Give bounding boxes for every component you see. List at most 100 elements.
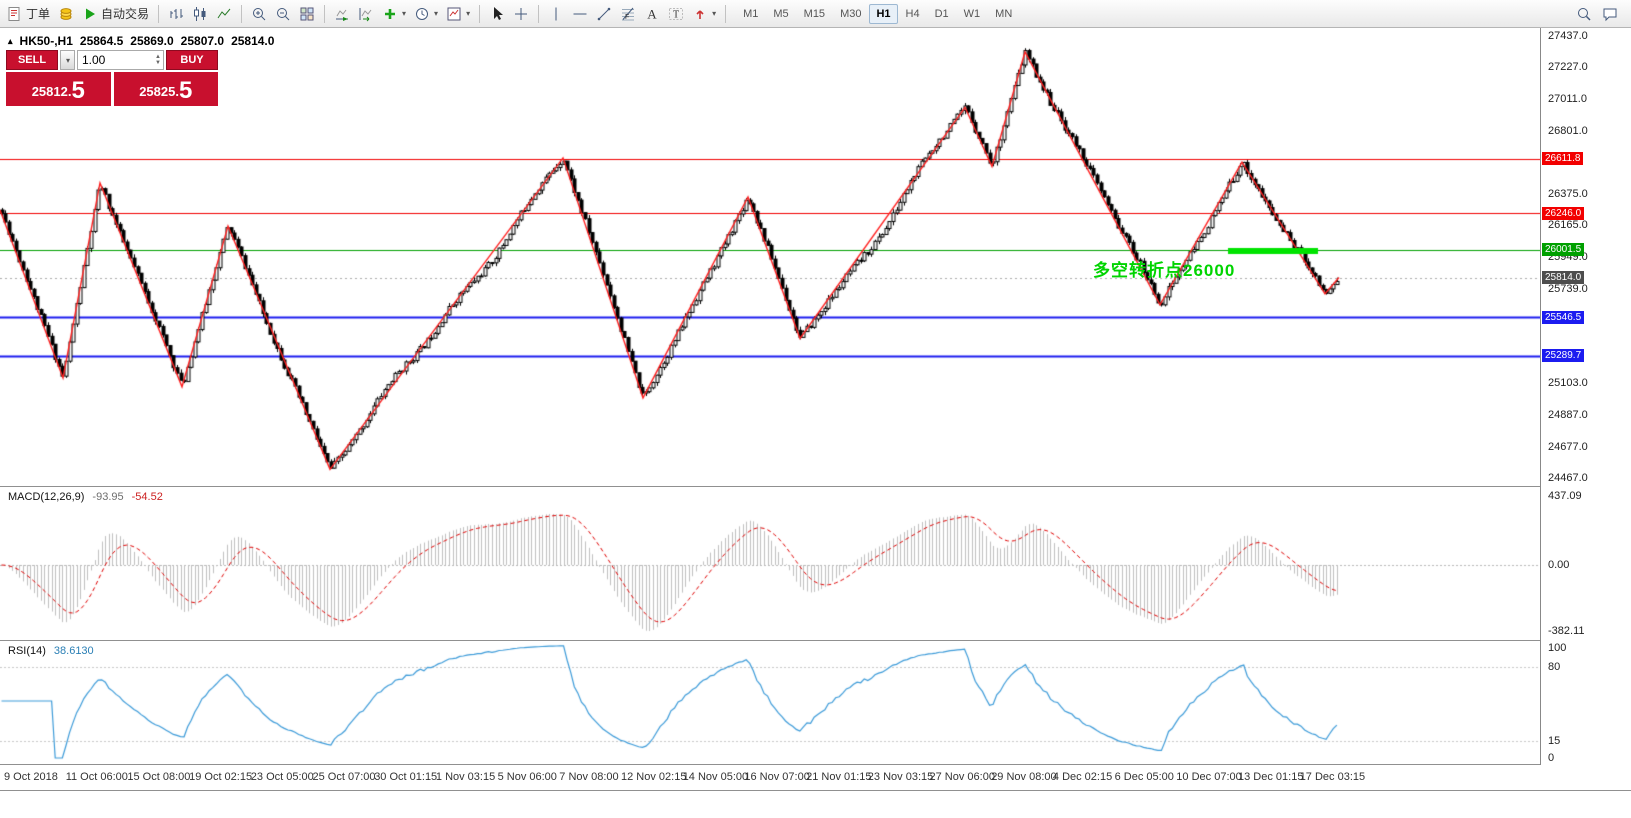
rsi-axis-label: 15 (1548, 734, 1561, 747)
chat-button[interactable] (1599, 3, 1621, 25)
buy-button[interactable]: BUY (166, 50, 218, 70)
zoom-out-button[interactable] (272, 3, 294, 25)
sell-price-value: 25812. (31, 84, 72, 99)
buy-price-button[interactable]: 25825. 5 (113, 72, 218, 106)
fibonacci-icon: F (622, 7, 635, 21)
panel-separator (0, 764, 1631, 765)
search-icon (1578, 7, 1591, 21)
rsi-indicator-canvas[interactable] (0, 641, 1540, 764)
time-axis-label: 15 Oct 08:00 (127, 771, 191, 783)
price-chart-canvas[interactable] (0, 28, 1540, 486)
rsi-label: RSI(14) 38.6130 (8, 645, 94, 657)
sell-price-button[interactable]: 25812. 5 (6, 72, 111, 106)
candlestick-chart-button[interactable] (189, 3, 211, 25)
volume-stepper[interactable]: ▲ ▼ (155, 54, 161, 66)
chart-window: ▴ HK50-,H1 25864.5 25869.0 25807.0 25814… (0, 28, 1631, 818)
time-axis-label: 5 Nov 06:00 (497, 771, 557, 783)
price-level-box: 26611.8 (1542, 152, 1584, 166)
timeframe-h1[interactable]: H1 (869, 3, 898, 24)
main-toolbar: 丁单 自动交易 (0, 0, 1631, 28)
line-chart-button[interactable] (213, 3, 235, 25)
macd-indicator-canvas[interactable] (0, 487, 1540, 640)
chevron-down-icon[interactable]: ▾ (402, 9, 407, 18)
macd-name: MACD(12,26,9) (8, 491, 85, 503)
price-level-box: 25814.0 (1542, 271, 1585, 285)
add-indicator-icon (385, 8, 396, 19)
stepper-down-icon[interactable]: ▼ (155, 60, 161, 66)
toolbar-separator (324, 4, 326, 23)
periods-button[interactable]: ▾ (411, 3, 441, 25)
time-axis-label: 30 Oct 01:15 (374, 771, 438, 783)
macd-axis-label: 437.09 (1548, 490, 1582, 502)
timeframe-m1[interactable]: M1 (743, 7, 759, 20)
price-axis[interactable]: 27437.0 27227.0 27011.0 26801.0 26375.0 26165… (1540, 28, 1631, 765)
candlestick-chart-icon (194, 6, 206, 21)
time-axis-label: 23 Nov 03:15 (867, 771, 934, 783)
chevron-down-icon[interactable]: ▾ (712, 9, 717, 18)
autoscroll-button[interactable] (331, 3, 353, 25)
trendline-button[interactable] (593, 3, 615, 25)
toolbar-right-group (1573, 3, 1627, 25)
time-axis-label: 25 Oct 07:00 (312, 771, 376, 783)
vertical-line-button[interactable] (545, 3, 567, 25)
text-icon: A (647, 6, 657, 21)
text-button[interactable]: A (641, 3, 663, 25)
bar-chart-button[interactable] (165, 3, 187, 25)
time-axis-label: 16 Nov 07:00 (744, 771, 810, 783)
sell-button[interactable]: SELL (6, 50, 58, 70)
zoom-in-button[interactable] (248, 3, 270, 25)
gold-coins-button[interactable] (55, 3, 77, 25)
arrows-button[interactable]: ▾ (689, 3, 719, 25)
tile-windows-button[interactable] (296, 3, 318, 25)
time-axis-label: 23 Oct 05:00 (250, 771, 314, 783)
price-tick-label: 26165.0 (1548, 219, 1588, 232)
timeframe-m15[interactable]: M15 (803, 7, 826, 20)
panel-separator[interactable] (0, 640, 1631, 641)
autotrading-button[interactable]: 自动交易 (79, 3, 152, 25)
arrow-marker-icon (696, 9, 704, 19)
time-axis-label: 9 Oct 2018 (4, 771, 58, 783)
volume-dropdown-button[interactable]: ▾ (60, 50, 75, 70)
crosshair-button[interactable] (510, 3, 532, 25)
timeframe-h4[interactable]: H4 (905, 7, 920, 20)
rsi-axis-label: 100 (1548, 642, 1567, 654)
time-axis-label: 4 Dec 02:15 (1052, 771, 1113, 783)
timeframe-w1[interactable]: W1 (963, 7, 981, 20)
symbol-marker-icon: ▴ (8, 35, 13, 46)
timeframe-m30[interactable]: M30 (840, 7, 862, 20)
search-button[interactable] (1573, 3, 1595, 25)
time-axis-label: 17 Dec 03:15 (1299, 771, 1366, 783)
ohlc-close: 25814.0 (231, 34, 275, 48)
templates-button[interactable]: ▾ (443, 3, 473, 25)
new-order-label: 丁单 (26, 7, 51, 21)
chevron-down-icon[interactable]: ▾ (434, 9, 439, 18)
horizontal-line-icon (573, 13, 587, 14)
chevron-down-icon[interactable]: ▾ (466, 9, 471, 18)
price-level-box: 26001.5 (1542, 243, 1585, 257)
cursor-button[interactable] (486, 3, 508, 25)
one-click-trade-panel: SELL ▾ ▲ ▼ BUY 25812.5 25825.5 (6, 50, 218, 106)
volume-input[interactable] (82, 53, 124, 67)
timeframe-m5[interactable]: M5 (773, 7, 789, 20)
zoom-out-icon (277, 7, 290, 20)
chat-icon (1603, 8, 1617, 21)
chart-shift-button[interactable] (355, 3, 377, 25)
rsi-axis-label: 0 (1548, 752, 1555, 764)
time-axis-label: 14 Nov 05:00 (682, 771, 749, 783)
symbol-label: HK50-,H1 (19, 34, 73, 48)
time-axis[interactable]: 9 Oct 2018 11 Oct 06:00 15 Oct 08:00 19 Oct… (0, 765, 1540, 790)
new-order-button[interactable]: 丁单 (4, 3, 53, 25)
price-tick-label: 27227.0 (1548, 61, 1588, 74)
rsi-name: RSI(14) (8, 645, 46, 657)
time-axis-label: 11 Oct 06:00 (65, 771, 128, 783)
stepper-up-icon[interactable]: ▲ (155, 54, 161, 60)
label-button[interactable]: T (665, 3, 687, 25)
horizontal-line-button[interactable] (569, 3, 591, 25)
panel-separator[interactable] (0, 486, 1631, 487)
timeframe-d1[interactable]: D1 (934, 7, 949, 20)
toolbar-separator (158, 4, 160, 23)
indicators-button[interactable]: ▾ (379, 3, 409, 25)
time-axis-label: 10 Dec 07:00 (1176, 771, 1242, 783)
fibonacci-button[interactable]: F (617, 3, 639, 25)
timeframe-mn[interactable]: MN (995, 7, 1013, 20)
